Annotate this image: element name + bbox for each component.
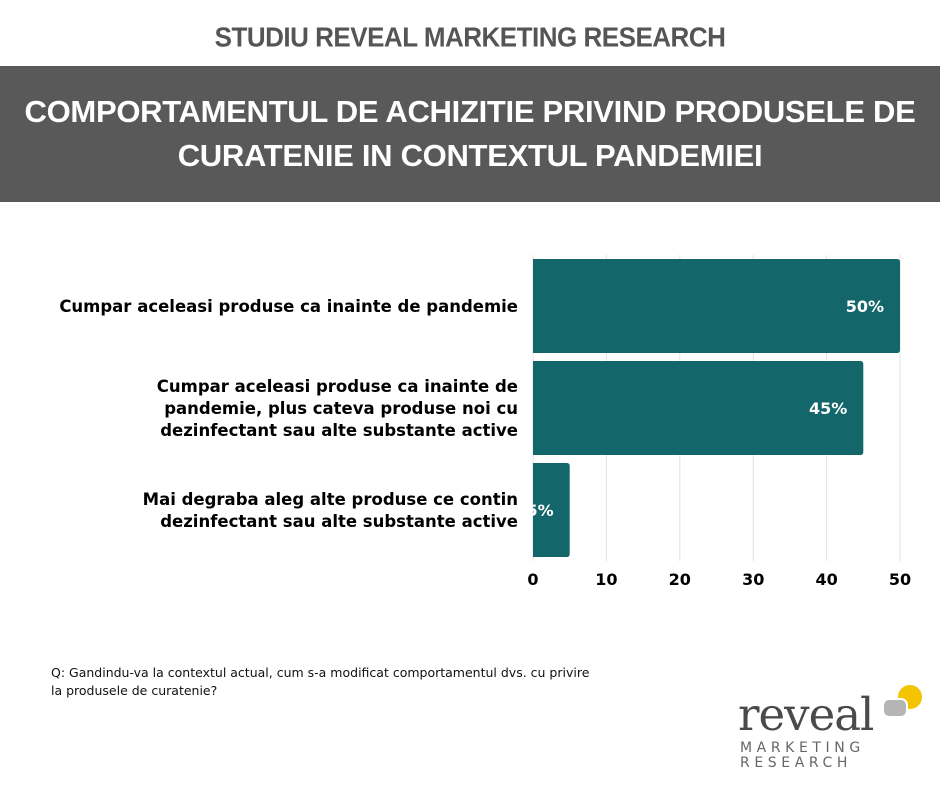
bar-chart: 50% 45% 5% Cumpar aceleasi produse ca inai…	[59, 255, 911, 589]
category-label-2: Cumpar aceleasi produse ca inainte de pan…	[157, 377, 518, 440]
x-tick-label: 40	[815, 570, 837, 589]
x-tick-label: 0	[527, 570, 538, 589]
category-label-3: Mai degraba aleg alte produse ce contin d…	[143, 490, 518, 531]
logo-subline-1: MARKETING	[740, 740, 865, 756]
logo-mark-icon	[882, 685, 922, 718]
category-label-line: Mai degraba aleg alte produse ce contin	[143, 490, 518, 509]
bar-1	[533, 259, 900, 353]
bars: 50% 45% 5%	[527, 259, 900, 557]
bar-2	[533, 361, 864, 455]
logo-wordmark: reveal	[738, 688, 874, 741]
x-tick-label: 50	[889, 570, 911, 589]
category-label-line: dezinfectant sau alte substante active	[160, 421, 518, 440]
title-banner: COMPORTAMENTUL DE ACHIZITIE PRIVIND PROD…	[0, 66, 940, 202]
bar-data-label-2: 45%	[809, 399, 847, 418]
category-labels: Cumpar aceleasi produse ca inainte de pa…	[59, 297, 518, 531]
category-label-1: Cumpar aceleasi produse ca inainte de pa…	[59, 297, 518, 316]
category-label-line: Cumpar aceleasi produse ca inainte de pa…	[59, 297, 518, 316]
x-axis-ticks: 0 10 20 30 40 50	[527, 570, 911, 589]
chart-title-line-1: COMPORTAMENTUL DE ACHIZITIE PRIVIND PROD…	[24, 94, 916, 129]
logo-subline-2: RESEARCH	[740, 755, 853, 771]
x-tick-label: 30	[742, 570, 764, 589]
survey-question: Q: Gandindu-va la contextul actual, cum …	[51, 665, 590, 698]
bar-data-label-1: 50%	[846, 297, 884, 316]
category-label-line: pandemie, plus cateva produse noi cu	[164, 399, 518, 418]
chart-title-line-2: CURATENIE IN CONTEXTUL PANDEMIEI	[177, 138, 763, 173]
study-label: STUDIU REVEAL MARKETING RESEARCH	[214, 21, 726, 53]
bar-data-label-3: 5%	[527, 501, 554, 520]
x-tick-label: 20	[669, 570, 691, 589]
bar-3	[533, 463, 570, 557]
category-label-line: Cumpar aceleasi produse ca inainte de	[157, 377, 518, 396]
reveal-logo: reveal MARKETING RESEARCH	[735, 682, 925, 772]
category-label-line: dezinfectant sau alte substante active	[160, 512, 518, 531]
x-tick-label: 10	[595, 570, 617, 589]
